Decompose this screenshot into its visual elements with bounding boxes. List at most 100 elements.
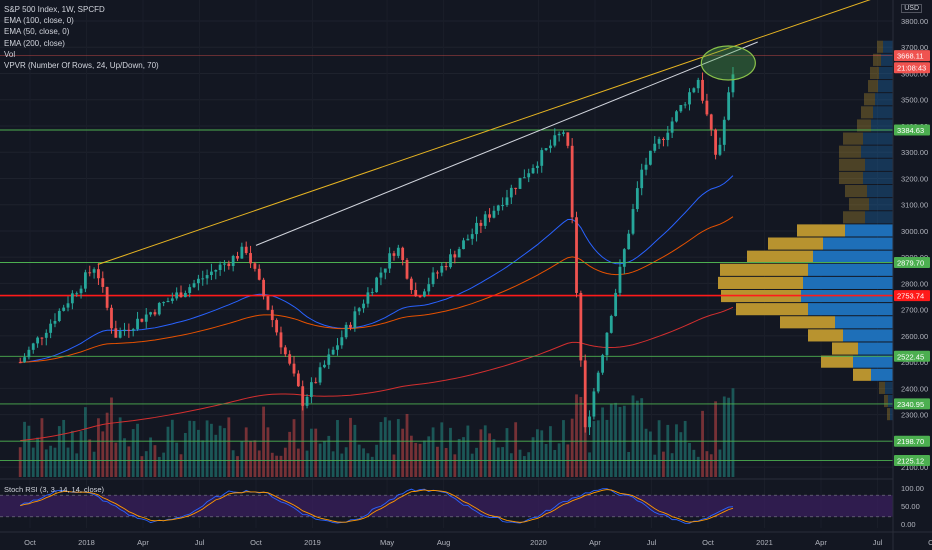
price-label-text[interactable]: 3668.11 (897, 52, 924, 61)
time-tick-label: Jul (195, 538, 205, 547)
price-label-box[interactable] (894, 50, 930, 62)
volume-bar (496, 447, 500, 477)
volume-bar (718, 449, 722, 477)
vp-row-up (858, 342, 893, 355)
time-tick-label: Apr (815, 538, 827, 547)
vp-row-down (884, 394, 888, 408)
candle-body (127, 329, 131, 331)
volume-bar (427, 436, 431, 477)
volume-bar (92, 451, 96, 477)
candle-body (388, 253, 392, 269)
candle-body (462, 240, 465, 250)
price-label-box[interactable] (894, 435, 930, 447)
volume-bar (379, 422, 383, 477)
currency-button[interactable]: USD (901, 4, 922, 13)
candle-body (675, 111, 678, 122)
price-label-text[interactable]: 21:08:43 (897, 64, 926, 73)
price-label-box[interactable] (894, 124, 930, 136)
vp-row-down (873, 53, 881, 66)
candle-body (383, 268, 387, 273)
candle-body (110, 307, 113, 329)
price-label-box[interactable] (894, 257, 930, 269)
price-label-box[interactable] (894, 398, 930, 410)
volume-bar (210, 423, 213, 477)
candle-body (340, 337, 344, 346)
candle-body (509, 187, 513, 198)
volume-bar (27, 425, 31, 477)
breakout-ellipse[interactable] (700, 45, 756, 81)
price-label-text[interactable]: 2753.74 (897, 292, 924, 301)
volume-bar (170, 419, 174, 477)
candle-body (179, 292, 183, 298)
candle-body (444, 265, 448, 268)
yellow-trend-line[interactable] (97, 0, 923, 266)
candle-body (514, 187, 518, 189)
legend-ema-100[interactable]: EMA (100, close, 0) (4, 16, 74, 26)
vp-row-up (867, 185, 893, 198)
vp-row-up (843, 329, 893, 342)
candle-body (609, 315, 613, 333)
volume-bar (144, 451, 148, 477)
price-label-text[interactable]: 2879.70 (897, 259, 924, 268)
price-label-box[interactable] (894, 62, 930, 74)
price-label-text[interactable]: 2340.95 (897, 400, 924, 409)
white-trend-line[interactable] (255, 41, 758, 246)
price-label-box[interactable] (894, 455, 930, 467)
legend-ema-50[interactable]: EMA (50, close, 0) (4, 27, 70, 37)
annotations[interactable] (700, 45, 756, 81)
price-tick-label: 2100.00 (901, 463, 928, 472)
candle-body (153, 312, 157, 315)
trend-lines[interactable] (97, 0, 923, 266)
legend-ema-200[interactable]: EMA (200, close) (4, 38, 65, 48)
vp-row-down (843, 132, 863, 145)
candle-body (149, 312, 152, 315)
vp-row-up (808, 263, 893, 276)
volume-bar (714, 401, 717, 477)
candle-body (118, 331, 122, 338)
candle-body (570, 145, 574, 218)
volume-bar (279, 455, 283, 477)
volume-bar (214, 434, 218, 477)
candle-body (223, 263, 226, 265)
volume-bar (727, 397, 731, 477)
legend-vpvr[interactable]: VPVR (Number Of Rows, 24, Up/Down, 70) (4, 61, 159, 71)
legend-vol[interactable]: Vol (4, 49, 16, 59)
candle-body (496, 205, 500, 211)
volume-bar (614, 402, 618, 477)
vp-row-up (881, 53, 893, 66)
volume-bar (36, 437, 39, 477)
rsi-tick-label: 0.00 (901, 520, 916, 529)
price-label-box[interactable] (894, 350, 930, 362)
symbol-title[interactable]: S&P 500 Index, 1W, SPCFD (4, 5, 105, 14)
volume-bar (518, 449, 522, 477)
price-label-text[interactable]: 2125.12 (897, 457, 924, 466)
vp-row-down (845, 185, 867, 198)
price-label-text[interactable]: 3384.63 (897, 126, 924, 135)
volume-bar (327, 435, 331, 477)
volume-bar (570, 418, 574, 477)
candle-body (370, 292, 374, 294)
stoch-rsi-label[interactable]: Stoch RSI (3, 3, 14, 14, close) (4, 485, 105, 494)
time-tick-label: Apr (589, 538, 601, 547)
candle-body (601, 355, 604, 373)
candle-body (666, 132, 670, 141)
candle-body (323, 364, 326, 368)
volume-bar (505, 428, 509, 477)
candle-body (305, 396, 309, 406)
candle-body (501, 205, 505, 207)
candle-body (375, 277, 378, 293)
candle-body (453, 254, 457, 258)
candle-body (236, 255, 239, 259)
volume-bar (549, 426, 552, 477)
volume-bar (31, 447, 35, 477)
price-label-text[interactable]: 2198.70 (897, 437, 924, 446)
candle-body (53, 320, 57, 324)
volume-bar (436, 446, 439, 477)
price-label-text[interactable]: 2522.45 (897, 352, 924, 361)
time-tick-label: Oct (928, 538, 932, 547)
price-label-box[interactable] (894, 290, 930, 302)
vp-row-down (768, 237, 823, 250)
volume-bar (344, 447, 348, 477)
volume-bar (553, 449, 557, 477)
